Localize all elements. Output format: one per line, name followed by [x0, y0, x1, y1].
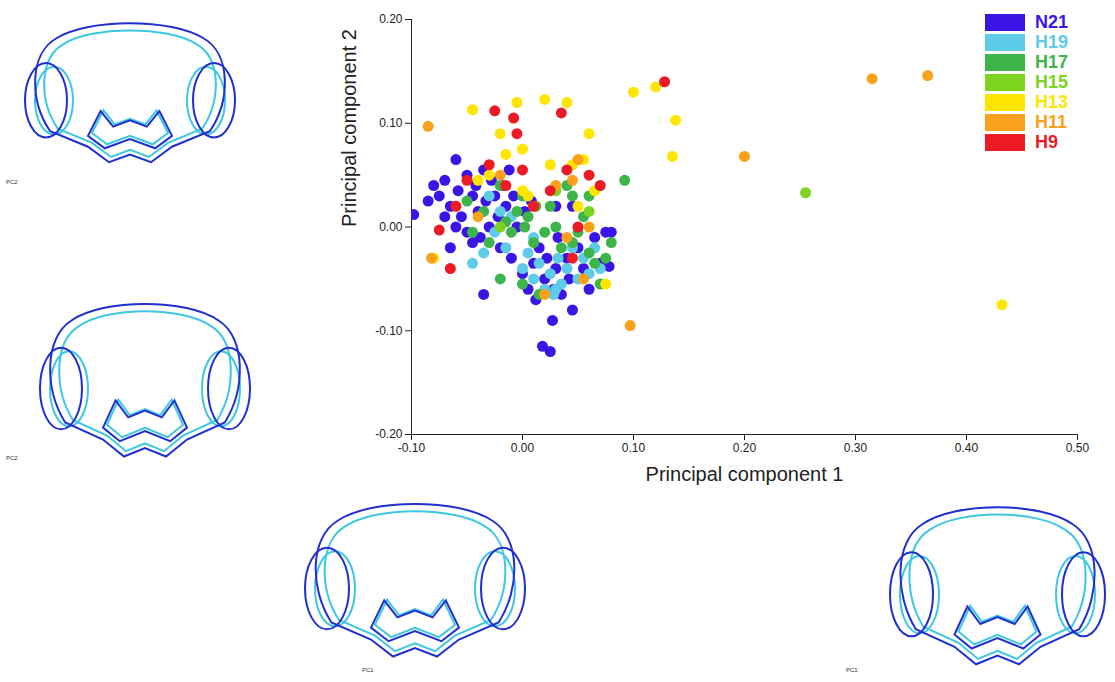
html-text:H9: H9: [1035, 131, 1058, 152]
svg-text:PC1: PC1: [846, 667, 858, 673]
svg-text:0.10: 0.10: [622, 441, 646, 455]
svg-text:-0.10: -0.10: [398, 441, 426, 455]
html-text:H19: H19: [1035, 31, 1068, 52]
svg-text:PC2: PC2: [6, 179, 18, 185]
html-text:N21: N21: [1035, 11, 1068, 32]
svg-text:0.20: 0.20: [733, 441, 757, 455]
svg-text:Principal component 1: Principal component 1: [646, 463, 844, 485]
svg-text:PC2: PC2: [6, 455, 18, 461]
svg-text:0.50: 0.50: [1066, 441, 1090, 455]
svg-text:-0.20: -0.20: [375, 427, 403, 441]
svg-text:Principal component 2: Principal component 2: [338, 29, 360, 227]
svg-text:0.30: 0.30: [844, 441, 868, 455]
html-text:H13: H13: [1035, 91, 1068, 112]
html-text:H17: H17: [1035, 51, 1068, 72]
svg-text:0.00: 0.00: [511, 441, 535, 455]
svg-text:0.20: 0.20: [379, 12, 403, 26]
html-text:H11: H11: [1035, 111, 1067, 132]
svg-text:0.00: 0.00: [379, 220, 403, 234]
html-text:H15: H15: [1035, 71, 1068, 92]
svg-text:-0.10: -0.10: [375, 324, 403, 338]
svg-text:0.40: 0.40: [955, 441, 979, 455]
svg-text:0.10: 0.10: [379, 116, 403, 130]
svg-text:PC1: PC1: [362, 667, 374, 673]
